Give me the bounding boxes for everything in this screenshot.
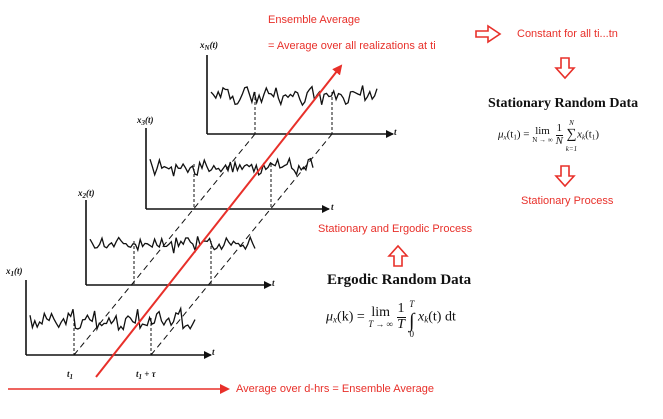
plot-label-x2: x2(t) — [78, 188, 95, 200]
stationary-title: Stationary Random Data — [488, 96, 639, 111]
formula-mu-sub: x — [333, 314, 338, 325]
arrow-down-to-stationary-icon — [554, 57, 576, 80]
plot-label-xN: xN(t) — [200, 40, 218, 52]
label-sub: 2 — [82, 192, 87, 200]
average-over-realizations-label: = Average over all realizations at ti — [268, 40, 436, 52]
label-name: x — [78, 188, 83, 198]
label-rest: (t) — [86, 188, 95, 198]
fraction-denominator: T — [397, 317, 405, 332]
sum-symbol: ∑ — [566, 127, 577, 142]
plot-label-x3: x3(t) — [137, 115, 154, 127]
stationary-ergodic-process-label: Stationary and Ergodic Process — [318, 223, 473, 235]
label-sub: N — [204, 44, 210, 52]
ensemble-arrow — [95, 64, 343, 378]
formula-term: x — [577, 128, 583, 141]
t1-tau-sub: 1 — [138, 373, 143, 381]
t1-tau-name: t — [136, 369, 139, 379]
axis-t-label-3: t — [331, 202, 334, 212]
formula-term-arg-sub: 1 — [591, 133, 596, 142]
label-rest: (t) — [14, 266, 23, 276]
formula-arg: (t — [506, 128, 514, 141]
constant-label: Constant for all ti...tn — [517, 28, 618, 40]
label-rest: (t) — [145, 115, 154, 125]
limit-subscript: T → ∞ — [368, 319, 394, 329]
formula-mu-sub: x — [503, 133, 507, 142]
integral-symbol: ∫ — [409, 310, 415, 332]
formula-mu: μ — [326, 309, 334, 325]
diagonal-t1 — [73, 133, 256, 356]
signal-trace — [210, 85, 378, 107]
t1-name: t — [67, 369, 70, 379]
t1-sub: 1 — [69, 373, 74, 381]
stationary-process-label: Stationary Process — [521, 195, 614, 207]
arrow-up-to-ergodic-process-icon — [387, 244, 409, 267]
axis-t-label-N: t — [394, 127, 397, 137]
plot-x3 — [145, 128, 330, 213]
t1-label: t1 — [67, 369, 73, 381]
signal-trace — [149, 156, 314, 177]
formula-sum: N ∑ k=1 — [566, 116, 577, 154]
arrow-right-to-constant-icon — [475, 24, 502, 44]
label-sub: 3 — [141, 119, 146, 127]
formula-term-arg: (t — [585, 128, 592, 141]
integral-lower: 0 — [409, 329, 415, 339]
label-name: x — [6, 266, 11, 276]
label-rest: (t) — [209, 40, 219, 50]
t1-tau-rest: + τ — [142, 369, 156, 379]
ensemble-average-label: Ensemble Average — [268, 14, 361, 26]
limit-word: lim — [535, 125, 550, 137]
formula-mu: μ — [498, 128, 504, 141]
fraction-denominator: N — [555, 134, 563, 147]
limit-subscript: N → ∞ — [532, 136, 553, 144]
fraction-numerator: 1 — [555, 121, 564, 136]
t1-tau-label: t1 + τ — [136, 369, 156, 381]
formula-arg: (k) = — [337, 309, 369, 325]
formula-limit: lim N → ∞ — [532, 126, 553, 144]
formula-term-close: ) — [595, 128, 600, 141]
axis-t-label-1: t — [212, 347, 215, 357]
average-over-dhrs-label: Average over d-hrs = Ensemble Average — [236, 383, 435, 395]
ergodic-title: Ergodic Random Data — [327, 272, 472, 288]
signal-trace — [89, 235, 256, 254]
plot-xN — [206, 55, 394, 138]
label-name: x — [137, 115, 142, 125]
formula-term-rest: (t) dt — [428, 309, 456, 325]
axis-t-label-2: t — [272, 278, 275, 288]
plot-x1 — [25, 280, 212, 359]
formula-integral: T ∫ 0 — [409, 296, 414, 339]
label-sub: 1 — [10, 270, 15, 278]
formula-term-sub: k — [582, 133, 586, 142]
diagonal-t1-tau — [150, 133, 333, 356]
sum-lower: k=1 — [565, 145, 578, 153]
formula-arg-close: ) = — [516, 128, 533, 141]
formula-limit: lim T → ∞ — [368, 306, 393, 329]
limit-word: lim — [371, 305, 390, 320]
label-name: x — [200, 40, 205, 50]
formula-term-sub: k — [424, 314, 429, 325]
signal-trace — [29, 305, 196, 332]
plot-label-x1: x1(t) — [6, 266, 23, 278]
sum-upper: N — [569, 119, 574, 127]
fraction-numerator: 1 — [396, 301, 406, 318]
plot-x2 — [85, 200, 272, 289]
formula-term: x — [418, 309, 425, 325]
formula-arg-sub: 1 — [513, 133, 517, 142]
arrow-down-to-stationary-process-icon — [554, 165, 576, 188]
integral-upper: T — [409, 299, 415, 309]
